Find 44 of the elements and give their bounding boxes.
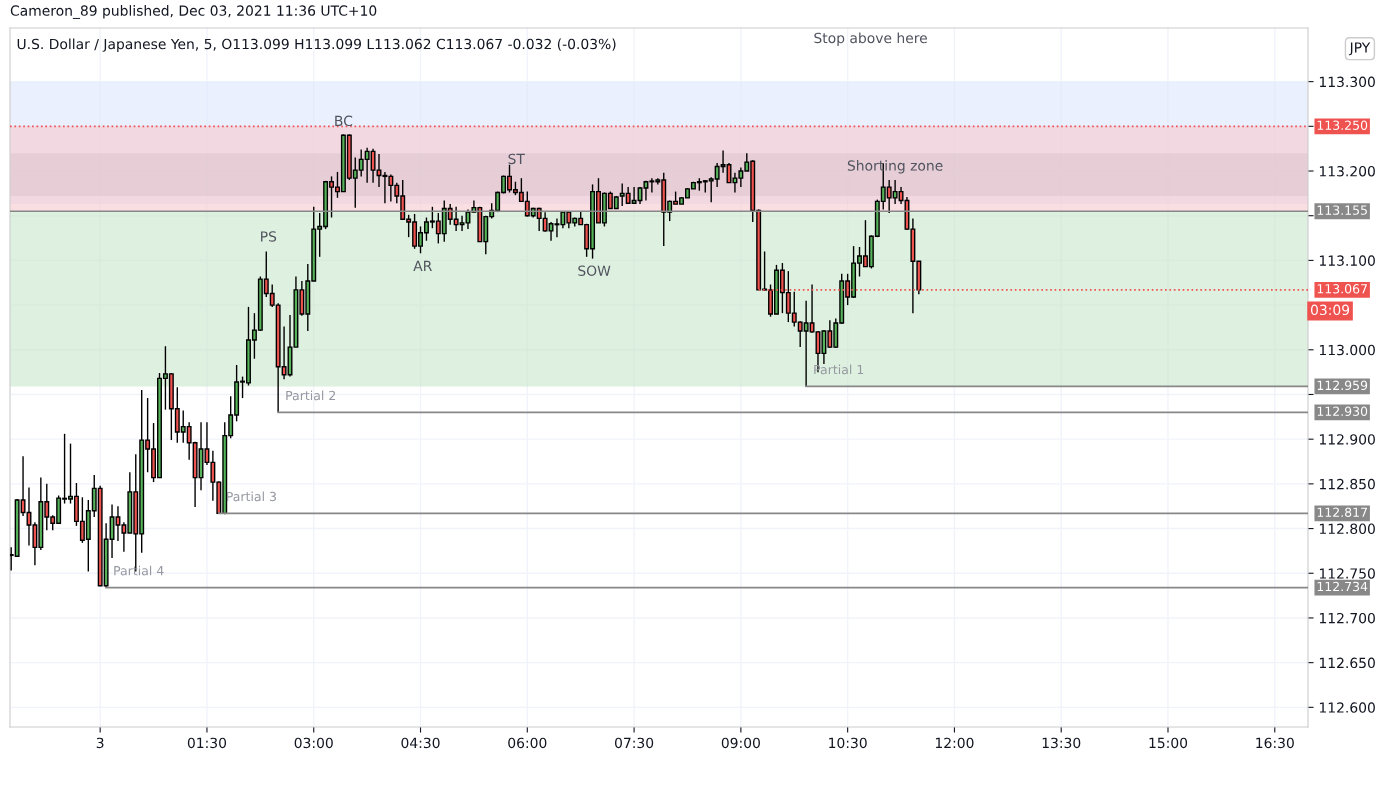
annotation: Partial 2 xyxy=(286,390,336,401)
text: U.S. Dollar / Japanese Yen, 5, O113.099 H113.099 L113.062 C113.067 -0.032 (-0.03%) xyxy=(17,38,616,52)
x-tick-label: 15:00 xyxy=(1149,737,1188,749)
chart-subtitle: Cameron_89 published, Dec 03, 2021 11:36 UTC+10 xyxy=(10,5,377,19)
ref-line-label: 113.067 xyxy=(1317,284,1367,294)
ref-line-label: 112.734 xyxy=(1317,581,1368,592)
y-tick-label: 112.750 xyxy=(1319,568,1375,579)
x-tick-label: 3 xyxy=(96,737,104,749)
annotation: Partial 3 xyxy=(226,491,276,502)
x-tick-label: 16:30 xyxy=(1256,737,1294,749)
y-tick-label: 112.700 xyxy=(1319,612,1375,624)
x-tick-label: 03:00 xyxy=(294,737,333,749)
y-tick-label: 112.850 xyxy=(1319,478,1375,490)
annotation: Partial 1 xyxy=(814,364,864,375)
annotation: AR xyxy=(413,260,432,271)
y-tick-label: 112.800 xyxy=(1319,523,1375,535)
ref-line-label: 113.155 xyxy=(1317,205,1367,215)
annotation: SOW xyxy=(578,265,611,276)
ref-line-label: 112.817 xyxy=(1317,507,1367,517)
y-tick-label: 112.900 xyxy=(1319,434,1375,445)
y-tick-label: 113.300 xyxy=(1319,76,1375,88)
y-axis-title: JPY xyxy=(1348,42,1371,56)
x-tick-label: 01:30 xyxy=(187,737,227,749)
x-tick-label: 04:30 xyxy=(401,737,440,749)
annotation: Partial 4 xyxy=(114,565,164,576)
y-tick-label: 113.000 xyxy=(1319,344,1375,356)
annotation: ST xyxy=(508,153,525,165)
y-tick-label: 113.200 xyxy=(1319,165,1375,177)
x-tick-label: 13:30 xyxy=(1042,737,1081,749)
ref-line-label: 112.959 xyxy=(1317,380,1368,391)
annotation: BC xyxy=(335,115,353,127)
annotation: Stop above here xyxy=(814,32,927,46)
y-tick-label: 112.600 xyxy=(1319,702,1375,713)
y-tick-label: 112.650 xyxy=(1319,657,1375,669)
annotation: PS xyxy=(261,231,277,242)
text: 03:09 xyxy=(1310,304,1350,316)
ref-line-label: 113.250 xyxy=(1317,120,1368,130)
x-tick-label: 10:30 xyxy=(829,737,867,749)
x-tick-label: 09:00 xyxy=(721,737,760,749)
x-tick-label: 07:30 xyxy=(614,737,654,749)
ref-line-label: 112.930 xyxy=(1317,406,1368,416)
y-tick-label: 113.100 xyxy=(1319,255,1375,266)
x-tick-label: 12:00 xyxy=(935,737,974,749)
x-tick-label: 06:00 xyxy=(508,737,547,749)
